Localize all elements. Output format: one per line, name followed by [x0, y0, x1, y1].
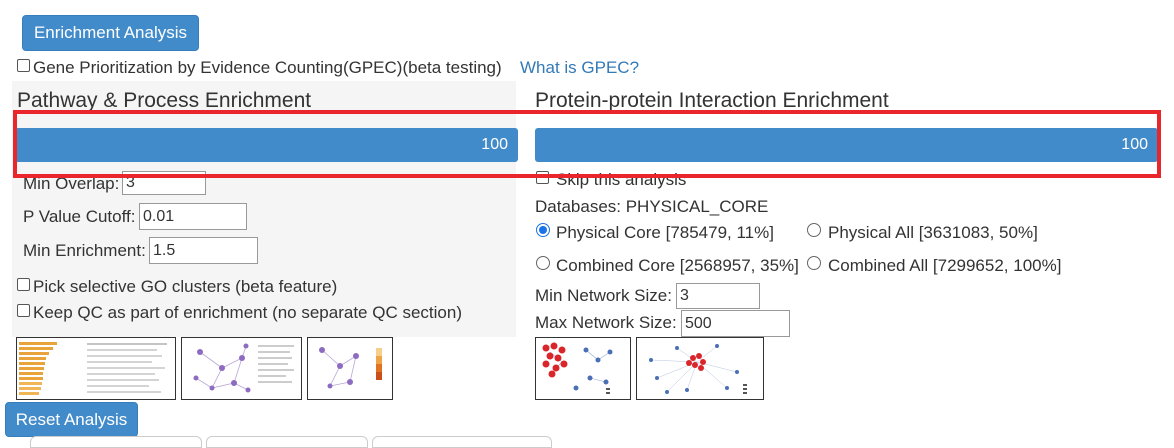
ppi-network-thumbnail[interactable] [535, 337, 631, 400]
pvalue-network-thumbnail-art [319, 347, 382, 389]
combined-all-radio[interactable] [807, 256, 821, 270]
ppi-panel [530, 81, 1170, 337]
tab-stub[interactable] [30, 436, 202, 448]
keep-qc-checkbox[interactable] [17, 304, 30, 317]
keep-qc-label: Keep QC as part of enrichment (no separa… [33, 303, 462, 322]
combined-all-label: Combined All [7299652, 100%] [828, 256, 1062, 275]
p-value-cutoff-label: P Value Cutoff: [23, 207, 136, 226]
ppi-title: Protein-protein Interaction Enrichment [535, 89, 889, 112]
gpec-label: Gene Prioritization by Evidence Counting… [33, 58, 502, 77]
combined-core-label: Combined Core [2568957, 35%] [556, 256, 799, 275]
reset-analysis-button[interactable]: Reset Analysis [5, 402, 138, 437]
physical-all-label: Physical All [3631083, 50%] [828, 223, 1038, 242]
physical-core-radio[interactable] [536, 223, 550, 237]
what-is-gpec-link[interactable]: What is GPEC? [520, 58, 640, 77]
min-overlap-label: Min Overlap: [23, 174, 120, 193]
enrichment-network-thumbnail[interactable] [181, 337, 302, 400]
max-network-size-input[interactable] [681, 310, 790, 337]
pathway-panel [12, 81, 516, 337]
min-enrichment-label: Min Enrichment: [23, 241, 146, 260]
physical-all-radio[interactable] [807, 223, 821, 237]
tab-stub[interactable] [206, 436, 368, 448]
tab-stub[interactable] [372, 436, 552, 448]
min-network-size-label: Min Network Size: [535, 286, 672, 305]
physical-core-label: Physical Core [785479, 11%] [556, 223, 774, 242]
ppi-network-thumbnail-art [542, 342, 613, 394]
ppi-progress-bar: 100 [535, 128, 1158, 162]
go-clusters-label: Pick selective GO clusters (beta feature… [33, 277, 338, 296]
min-network-size-input[interactable] [676, 283, 760, 309]
enrichment-network-thumbnail-art [193, 343, 294, 393]
enrichment-analysis-button[interactable]: Enrichment Analysis [22, 15, 199, 51]
bar-graph-thumbnail-art [19, 342, 167, 395]
ppi-cluster-thumbnail[interactable] [636, 337, 764, 400]
p-value-cutoff-input[interactable] [139, 203, 247, 230]
ppi-cluster-thumbnail-art [649, 344, 747, 394]
databases-label: Databases: PHYSICAL_CORE [535, 197, 769, 216]
max-network-size-label: Max Network Size: [535, 313, 677, 332]
ppi-progress-value: 100 [1121, 136, 1148, 153]
pathway-title: Pathway & Process Enrichment [17, 89, 312, 112]
pvalue-network-thumbnail[interactable] [307, 337, 393, 400]
highlight-box [13, 110, 1161, 178]
pathway-progress-bar: 100 [15, 128, 518, 162]
combined-core-radio[interactable] [536, 256, 550, 270]
min-enrichment-input[interactable] [149, 237, 258, 264]
go-clusters-checkbox[interactable] [17, 278, 30, 291]
bar-graph-thumbnail[interactable] [16, 337, 176, 400]
pathway-progress-value: 100 [481, 136, 508, 153]
gpec-checkbox[interactable] [17, 59, 30, 72]
